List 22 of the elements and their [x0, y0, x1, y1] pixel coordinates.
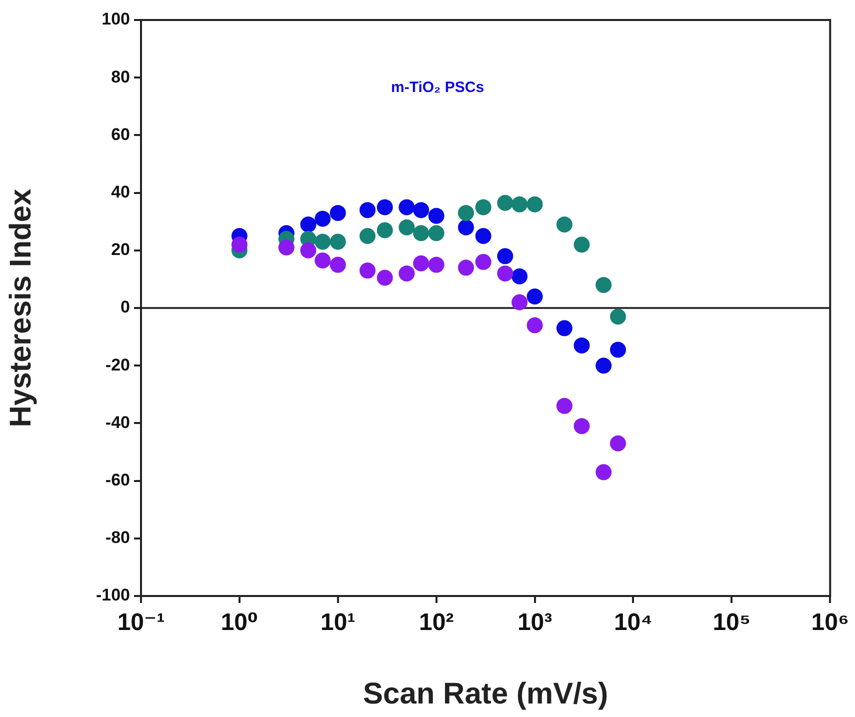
annotation: m-TiO₂ PSCs [391, 79, 484, 96]
x-axis-title: Scan Rate (mV/s) [363, 677, 608, 710]
x-tick-label: 10⁵ [712, 609, 751, 636]
y-tick-label: 100 [102, 10, 130, 29]
y-tick-label: 60 [111, 124, 130, 144]
y-tick-label: -20 [105, 355, 130, 374]
y-tick-label: -60 [105, 470, 130, 490]
y-tick-label: -100 [96, 586, 130, 605]
x-tick-label: 10⁶ [811, 609, 849, 636]
x-tick-label: 10⁻¹ [117, 609, 165, 636]
y-tick-label: 0 [120, 298, 130, 317]
y-tick-label: 40 [111, 182, 130, 202]
x-tick-label: 10⁴ [614, 609, 653, 636]
y-tick-label: 20 [111, 240, 130, 260]
x-tick-label: 10⁰ [220, 609, 258, 636]
y-tick-label: -80 [105, 528, 130, 548]
y-tick-label: 80 [111, 67, 130, 86]
x-tick-label: 10³ [517, 609, 552, 636]
x-tick-label: 10¹ [320, 609, 356, 636]
y-tick-label: -40 [105, 412, 130, 432]
y-axis-title: Hysteresis Index [4, 188, 38, 428]
x-tick-label: 10² [418, 609, 454, 636]
